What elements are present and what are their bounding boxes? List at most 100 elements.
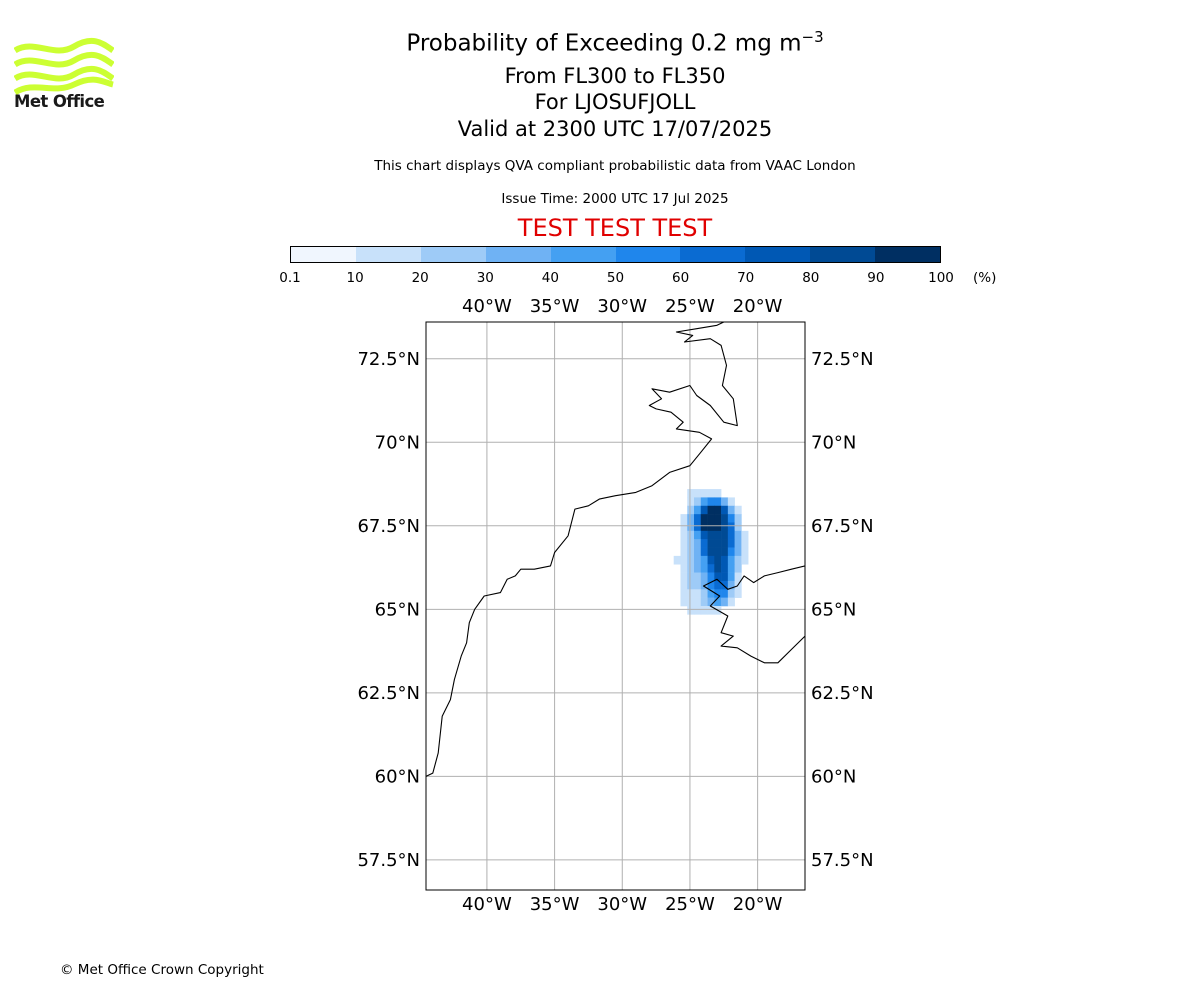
probability-cell bbox=[721, 505, 729, 515]
probability-cell bbox=[734, 564, 742, 573]
latitude-tick-label-right: 70°N bbox=[811, 432, 856, 453]
colorbar-tick-label: 70 bbox=[737, 270, 755, 286]
colorbar-tick-label: 90 bbox=[867, 270, 885, 286]
latitude-tick-label-left: 62.5°N bbox=[357, 683, 420, 704]
probability-cell bbox=[721, 589, 729, 598]
colorbar-tick-label: 0.1 bbox=[279, 270, 301, 286]
probability-cell bbox=[721, 555, 729, 565]
probability-cell bbox=[734, 522, 742, 532]
colorbar-tick-label: 40 bbox=[541, 270, 559, 286]
greenland-coastline bbox=[426, 322, 738, 777]
probability-cell bbox=[700, 522, 708, 532]
probability-cell bbox=[721, 597, 729, 607]
probability-cell bbox=[741, 530, 749, 540]
probability-cell bbox=[687, 539, 695, 548]
probability-cell bbox=[680, 555, 688, 565]
probability-cell bbox=[707, 555, 715, 565]
probability-cell bbox=[680, 522, 688, 532]
probability-cell bbox=[687, 589, 695, 598]
probability-cell bbox=[714, 589, 722, 598]
colorbar-segment bbox=[615, 247, 681, 262]
probability-cell bbox=[727, 564, 735, 573]
colorbar-segment bbox=[420, 247, 486, 262]
probability-cell bbox=[741, 555, 749, 565]
probability-cell bbox=[700, 597, 708, 607]
probability-cell bbox=[694, 606, 702, 615]
probability-cell bbox=[727, 539, 735, 548]
chart-title: Probability of Exceeding 0.2 mg m−3 bbox=[406, 28, 823, 57]
probability-cell bbox=[694, 589, 702, 598]
colorbar-segment bbox=[355, 247, 421, 262]
longitude-tick-label-bottom: 35°W bbox=[530, 894, 580, 915]
colorbar-segment bbox=[810, 247, 876, 262]
colorbar-tick-label: 20 bbox=[411, 270, 429, 286]
colorbar-segment bbox=[550, 247, 616, 262]
probability-cell bbox=[727, 497, 735, 507]
probability-cell bbox=[707, 580, 715, 590]
probability-cell bbox=[721, 580, 729, 590]
iceland-coastline bbox=[702, 565, 805, 664]
probability-cell bbox=[694, 497, 702, 507]
probability-cell bbox=[734, 572, 742, 582]
copyright: © Met Office Crown Copyright bbox=[60, 962, 264, 978]
latitude-tick-label-left: 72.5°N bbox=[357, 349, 420, 370]
probability-cell bbox=[707, 514, 715, 523]
probability-cell bbox=[673, 555, 681, 565]
latitude-tick-label-right: 67.5°N bbox=[811, 516, 874, 537]
latitude-tick-label-left: 57.5°N bbox=[357, 850, 420, 871]
probability-cell bbox=[680, 530, 688, 540]
colorbar-tick-label: 100 bbox=[928, 270, 954, 286]
probability-cell bbox=[721, 522, 729, 532]
probability-cell bbox=[694, 514, 702, 523]
title-exponent: −3 bbox=[801, 28, 824, 46]
probability-cell bbox=[734, 555, 742, 565]
probability-cell bbox=[687, 489, 695, 498]
probability-cell bbox=[700, 555, 708, 565]
probability-cell bbox=[714, 564, 722, 573]
latitude-tick-label-left: 65°N bbox=[375, 599, 420, 620]
probability-cell bbox=[694, 539, 702, 548]
latitude-tick-label-right: 72.5°N bbox=[811, 349, 874, 370]
probability-cell bbox=[700, 530, 708, 540]
probability-cell bbox=[714, 489, 722, 498]
probability-cell bbox=[694, 505, 702, 515]
longitude-tick-label-top: 40°W bbox=[462, 296, 512, 317]
probability-cell bbox=[721, 572, 729, 582]
longitude-tick-label-top: 20°W bbox=[733, 296, 783, 317]
probability-cell bbox=[714, 572, 722, 582]
probability-cell bbox=[714, 547, 722, 557]
probability-cell bbox=[734, 530, 742, 540]
probability-cell bbox=[721, 547, 729, 557]
probability-cell bbox=[707, 530, 715, 540]
probability-cell bbox=[687, 522, 695, 532]
probability-cell bbox=[680, 597, 688, 607]
probability-cell bbox=[694, 580, 702, 590]
colorbar-tick-label: 30 bbox=[476, 270, 494, 286]
longitude-tick-label-bottom: 40°W bbox=[462, 894, 512, 915]
probability-cell bbox=[707, 606, 715, 615]
probability-cell bbox=[687, 514, 695, 523]
probability-cell bbox=[714, 514, 722, 523]
test-banner: TEST TEST TEST bbox=[517, 214, 713, 242]
colorbar-unit: (%) bbox=[973, 270, 997, 286]
probability-cell bbox=[727, 555, 735, 565]
probability-cell bbox=[727, 597, 735, 607]
probability-cell bbox=[694, 522, 702, 532]
probability-cell bbox=[700, 572, 708, 582]
probability-cell bbox=[694, 572, 702, 582]
met-office-logo bbox=[14, 37, 114, 96]
colorbar-tick-label: 10 bbox=[346, 270, 364, 286]
probability-cell bbox=[707, 522, 715, 532]
gridlines bbox=[426, 322, 805, 890]
title-text: Probability of Exceeding 0.2 mg m bbox=[406, 30, 802, 57]
probability-cell bbox=[734, 589, 742, 598]
location-label: For LJOSUFJOLL bbox=[534, 90, 696, 114]
latitude-tick-label-right: 65°N bbox=[811, 599, 856, 620]
probability-cell bbox=[687, 572, 695, 582]
probability-cell bbox=[687, 597, 695, 607]
probability-cell bbox=[714, 530, 722, 540]
probability-cell bbox=[700, 564, 708, 573]
probability-cell bbox=[687, 530, 695, 540]
colorbar-tick-label: 50 bbox=[606, 270, 625, 286]
